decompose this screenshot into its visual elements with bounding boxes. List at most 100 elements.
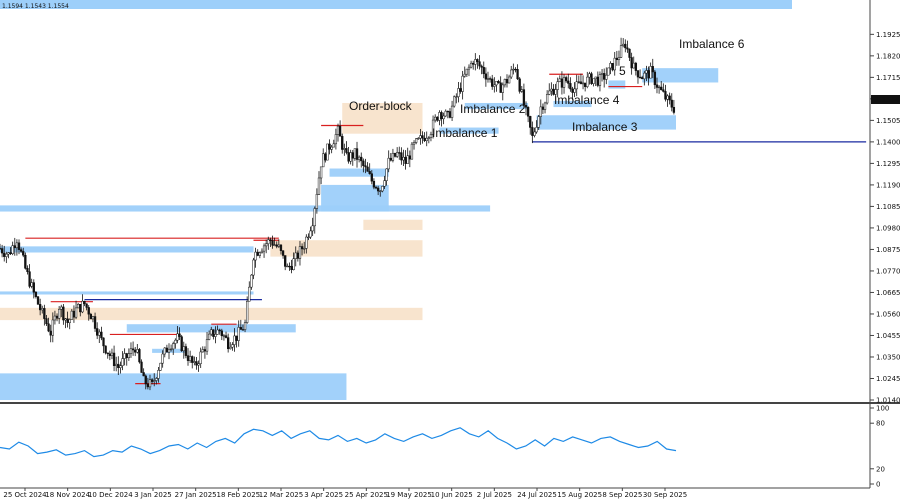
candle-body	[581, 82, 585, 85]
candle-body	[672, 107, 676, 113]
candle-body	[465, 68, 469, 75]
candle-body	[74, 307, 78, 318]
candle-body	[324, 153, 327, 161]
candle-body	[70, 310, 73, 320]
imbalance-zone-0	[439, 127, 499, 134]
candle-body	[495, 81, 498, 86]
candle-body	[284, 255, 287, 267]
candle-body	[387, 157, 390, 170]
candle-body	[298, 246, 302, 259]
candle-body	[15, 242, 19, 249]
candle-body	[0, 248, 2, 250]
candle-body	[68, 319, 71, 323]
candle-body	[638, 76, 642, 79]
price-tick-label-13: 1.0560	[876, 310, 900, 318]
candle-body	[58, 309, 61, 319]
candle-body	[429, 134, 433, 139]
candle-body	[431, 119, 435, 135]
candle-body	[153, 380, 156, 382]
candle-body	[258, 252, 261, 256]
candle-body	[182, 346, 185, 352]
candle-body	[55, 315, 59, 319]
zone-labels-layer: Order-block Imbalance 1 Imbalance 2 Imbalan…	[349, 37, 745, 140]
candle-body	[210, 329, 213, 335]
candle-body	[349, 152, 352, 162]
candle-body	[13, 245, 16, 249]
oscillator-pane: 100 80 20 0	[0, 405, 889, 489]
candle-body	[345, 148, 348, 153]
candle-body	[144, 375, 147, 385]
candle-body	[524, 105, 528, 108]
candle-body	[87, 307, 90, 315]
candle-body	[322, 153, 325, 168]
candle-body	[624, 43, 627, 49]
price-tick-label-2: 1.1715	[876, 74, 900, 82]
candle-body	[93, 316, 97, 329]
imbalance-zone-13	[0, 373, 347, 400]
candle-body	[193, 361, 196, 363]
candle-body	[364, 165, 367, 168]
candle-body	[79, 304, 82, 313]
candle-body	[184, 346, 188, 356]
candle-body	[222, 335, 226, 337]
ohlc-header: 1.1594 1.1543 1.1554	[2, 3, 69, 10]
candle-body	[588, 73, 591, 78]
candle-body	[545, 94, 549, 104]
candle-body	[575, 81, 578, 90]
candle-body	[47, 323, 50, 332]
candle-body	[645, 70, 648, 74]
candle-body	[436, 116, 439, 121]
candle-body	[104, 345, 107, 354]
candle-body	[573, 88, 576, 93]
candle-body	[0, 248, 4, 254]
current-price-label: 1.1554	[875, 96, 900, 104]
candle-body	[19, 249, 23, 252]
candle-body	[34, 291, 38, 297]
oscillator-line	[0, 427, 677, 458]
candle-body	[484, 73, 488, 80]
candle-body	[279, 244, 283, 251]
candle-body	[254, 251, 257, 261]
candle-body	[30, 282, 33, 287]
candle-body	[368, 171, 371, 174]
candle-body	[398, 152, 401, 154]
candle-body	[231, 344, 234, 348]
current-price-tag: 1.1554	[871, 95, 900, 104]
candle-body	[577, 81, 580, 83]
candle-body	[374, 186, 378, 189]
candle-body	[85, 303, 88, 308]
candle-body	[565, 77, 568, 82]
candle-body	[203, 349, 207, 352]
candle-body	[579, 81, 583, 85]
candle-body	[355, 148, 359, 160]
candle-body	[347, 152, 350, 162]
imbalance-zone-1	[464, 102, 529, 110]
zone-label-8: 5	[619, 64, 626, 78]
candle-body	[26, 268, 29, 272]
candle-body	[507, 76, 511, 84]
time-tick-label-11: 2 Jul 2025	[477, 491, 512, 499]
price-tick-label-11: 1.0770	[876, 267, 900, 275]
candle-body	[590, 73, 593, 84]
candle-body	[647, 70, 650, 79]
candle-body	[60, 306, 63, 310]
candle-body	[531, 127, 534, 136]
candle-body	[134, 349, 137, 353]
imbalance-zone-6	[0, 205, 491, 212]
zone-label-4: Imbalance 1	[432, 126, 498, 140]
candle-body	[450, 105, 454, 118]
candle-body	[636, 70, 640, 78]
candle-body	[615, 57, 619, 60]
candle-body	[294, 252, 297, 259]
candle-body	[516, 69, 519, 80]
candle-body	[77, 304, 80, 309]
candle-body	[119, 365, 122, 368]
candle-body	[666, 95, 669, 100]
candle-body	[522, 89, 526, 106]
candle-body	[353, 148, 357, 159]
candle-body	[3, 252, 6, 257]
osc-tick-label-0: 100	[876, 405, 889, 413]
imbalance-zone-7	[329, 168, 389, 177]
candle-body	[366, 166, 369, 172]
